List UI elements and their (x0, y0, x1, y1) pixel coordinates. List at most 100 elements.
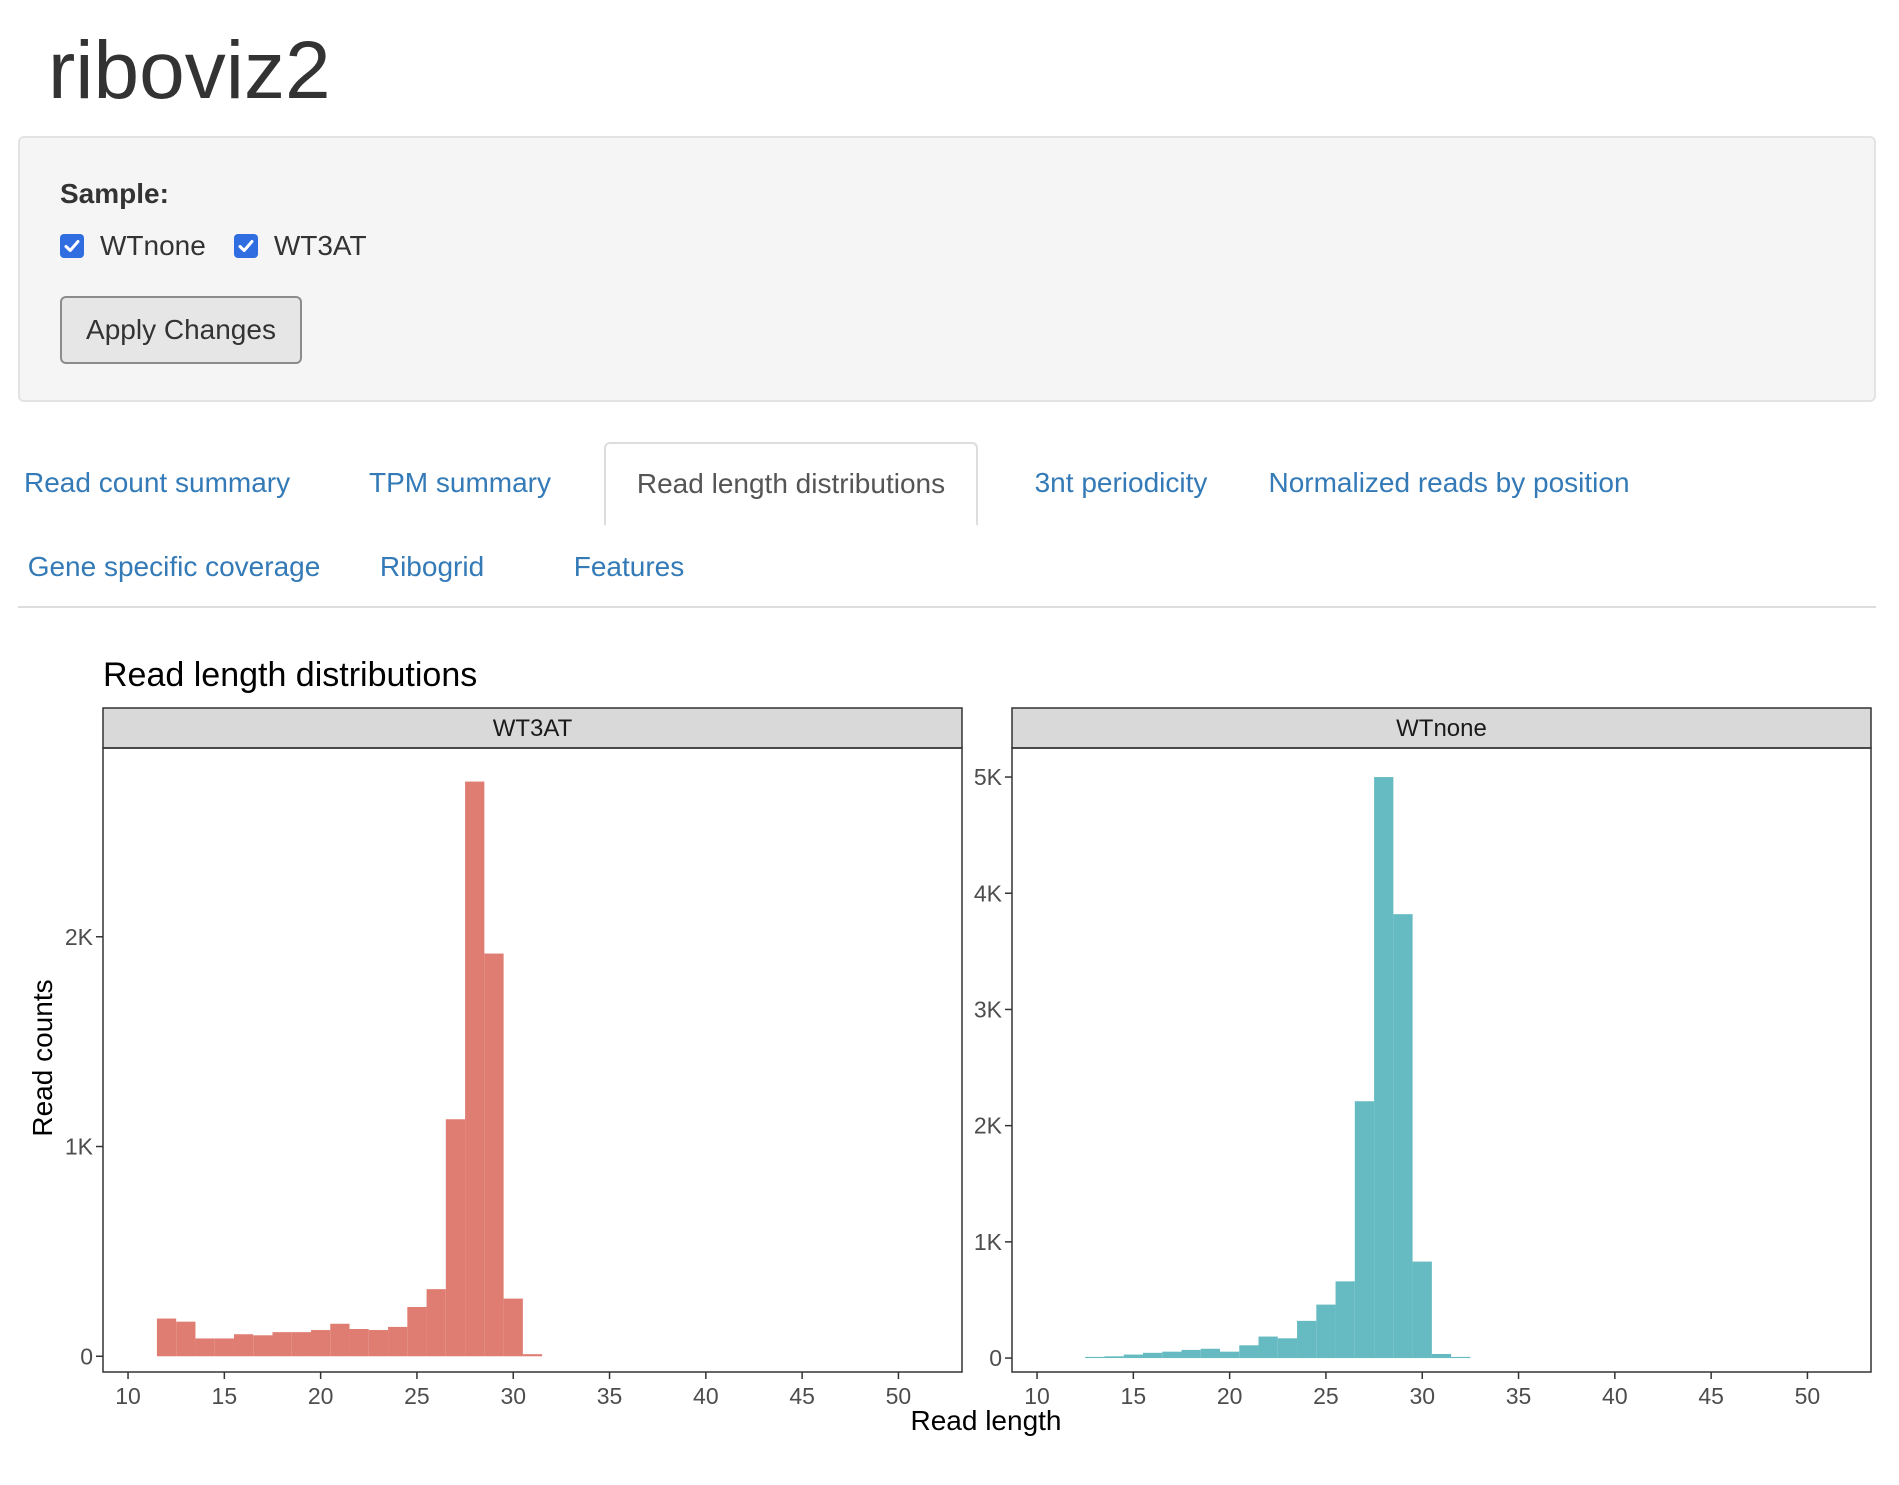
y-tick-label: 2K (974, 1113, 1003, 1139)
x-tick-label: 15 (1121, 1383, 1147, 1409)
histogram-bar (484, 953, 504, 1357)
sample-checkbox-group: WTnone WT3AT (60, 230, 395, 262)
histogram-bar (1123, 1354, 1143, 1359)
x-tick-label: 20 (1217, 1383, 1243, 1409)
x-tick-label: 35 (1506, 1383, 1532, 1409)
histogram-bar (1162, 1351, 1182, 1359)
x-tick-label: 25 (404, 1383, 430, 1409)
histogram-bar (1316, 1304, 1336, 1359)
tab-bar: Read count summary TPM summary Read leng… (18, 442, 1876, 608)
tab-tpm-summary[interactable]: TPM summary (369, 467, 551, 498)
sample-label: Sample: (60, 178, 169, 209)
x-tick-label: 45 (789, 1383, 815, 1409)
y-tick-label: 4K (974, 880, 1003, 906)
x-tick-label: 40 (693, 1383, 719, 1409)
x-tick-label: 40 (1602, 1383, 1628, 1409)
chart-title: Read length distributions (103, 656, 477, 694)
histogram-bar (1277, 1338, 1298, 1359)
app-title: riboviz2 (48, 25, 331, 116)
histogram-bar (311, 1330, 331, 1357)
histogram-bar (253, 1335, 273, 1357)
sample-checkbox-wt3at[interactable]: WT3AT (233, 230, 367, 262)
histogram-bar (1393, 914, 1413, 1359)
tab-ribogrid[interactable]: Ribogrid (379, 551, 485, 582)
sample-checkbox-label: WT3AT (273, 230, 367, 261)
checkbox-checked-icon[interactable] (233, 234, 258, 258)
histogram-bar (1431, 1353, 1452, 1359)
histogram-bar (195, 1338, 215, 1357)
x-tick-label: 50 (1795, 1383, 1821, 1409)
x-tick-label: 10 (1024, 1383, 1050, 1409)
read-length-plot: Read length distributions Read counts Re… (0, 640, 1899, 1480)
x-tick-label: 20 (308, 1383, 334, 1409)
histogram-bar (1412, 1261, 1432, 1359)
histogram-bar (1085, 1356, 1105, 1359)
x-tick-label: 10 (115, 1383, 141, 1409)
y-tick-label: 1K (974, 1229, 1003, 1255)
sample-checkbox-label: WTnone (100, 230, 206, 261)
facet-panel-wtnone: WTnone 0 1K 2K 3K 4K 5K 10 15 20 25 30 35 40 45 50 (974, 707, 1872, 1409)
tab-features[interactable]: Features (573, 551, 685, 582)
y-tick-label: 5K (974, 764, 1003, 790)
histogram-bar (1181, 1349, 1201, 1359)
histogram-bar (272, 1332, 292, 1357)
x-tick-label: 50 (886, 1383, 912, 1409)
y-tick-label: 0 (989, 1345, 1002, 1371)
histogram-bar (1200, 1348, 1221, 1359)
y-tick-label: 3K (974, 996, 1003, 1022)
sidebar-panel: Sample: WTnone WT3AT Apply Changes (18, 136, 1876, 402)
histogram-bar (445, 1119, 466, 1357)
histogram-bar (330, 1323, 350, 1357)
histogram-bar (176, 1321, 196, 1357)
histogram-bar (1354, 1101, 1375, 1359)
histogram-bar (1451, 1356, 1471, 1359)
histogram-bar (349, 1329, 369, 1357)
histogram-bar (1142, 1352, 1163, 1359)
apply-changes-button[interactable]: Apply Changes (60, 296, 302, 364)
histogram-bar (291, 1332, 312, 1357)
histogram-bar (1258, 1336, 1278, 1359)
histogram-bar (1239, 1345, 1259, 1359)
read-length-chart: Read length distributions Read counts Re… (27, 656, 1872, 1436)
tab-normalized-reads-by-position[interactable]: Normalized reads by position (1268, 467, 1630, 498)
panel-border (102, 747, 963, 1373)
histogram-bar (368, 1330, 389, 1357)
tab-3nt-periodicity[interactable]: 3nt periodicity (1034, 467, 1208, 498)
histogram-bar (1335, 1281, 1355, 1359)
x-tick-label: 45 (1698, 1383, 1724, 1409)
tab-read-count-summary[interactable]: Read count summary (24, 467, 291, 498)
facet-panel-wt3at: WT3AT 0 1K 2K 10 15 20 25 30 35 40 45 50 (65, 707, 963, 1409)
y-tick-label: 2K (65, 924, 94, 950)
y-axis-title: Read counts (27, 979, 58, 1136)
x-tick-label: 15 (212, 1383, 238, 1409)
x-tick-label: 25 (1313, 1383, 1339, 1409)
sample-checkbox-wtnone[interactable]: WTnone (60, 230, 206, 262)
histogram-bar (388, 1326, 408, 1357)
histogram-bar (426, 1289, 446, 1357)
histogram-bar (522, 1354, 543, 1357)
x-axis-title: Read length (910, 1405, 1061, 1436)
histogram-bar (465, 781, 485, 1357)
checkbox-checked-icon[interactable] (60, 234, 84, 258)
y-tick-label: 0 (80, 1343, 93, 1369)
tab-gene-specific-coverage[interactable]: Gene specific coverage (27, 551, 321, 582)
panel-border (1011, 747, 1872, 1373)
facet-strip-label: WT3AT (493, 715, 573, 742)
histogram-bar (1374, 777, 1394, 1359)
facet-strip (102, 707, 963, 749)
facet-strip (1011, 707, 1872, 749)
histogram-bar (1104, 1356, 1124, 1359)
x-tick-label: 30 (1409, 1383, 1435, 1409)
y-tick-label: 1K (65, 1134, 94, 1160)
x-tick-label: 30 (500, 1383, 526, 1409)
tab-read-length-distributions[interactable]: Read length distributions (604, 442, 978, 526)
x-tick-label: 35 (597, 1383, 623, 1409)
histogram-bar (214, 1338, 234, 1357)
histogram-bar (407, 1306, 427, 1357)
histogram-bar (156, 1318, 177, 1357)
histogram-bar (233, 1334, 254, 1357)
facet-strip-label: WTnone (1396, 715, 1487, 742)
histogram-bar (1220, 1351, 1240, 1359)
histogram-bar (503, 1298, 523, 1357)
histogram-bar (1297, 1320, 1317, 1359)
